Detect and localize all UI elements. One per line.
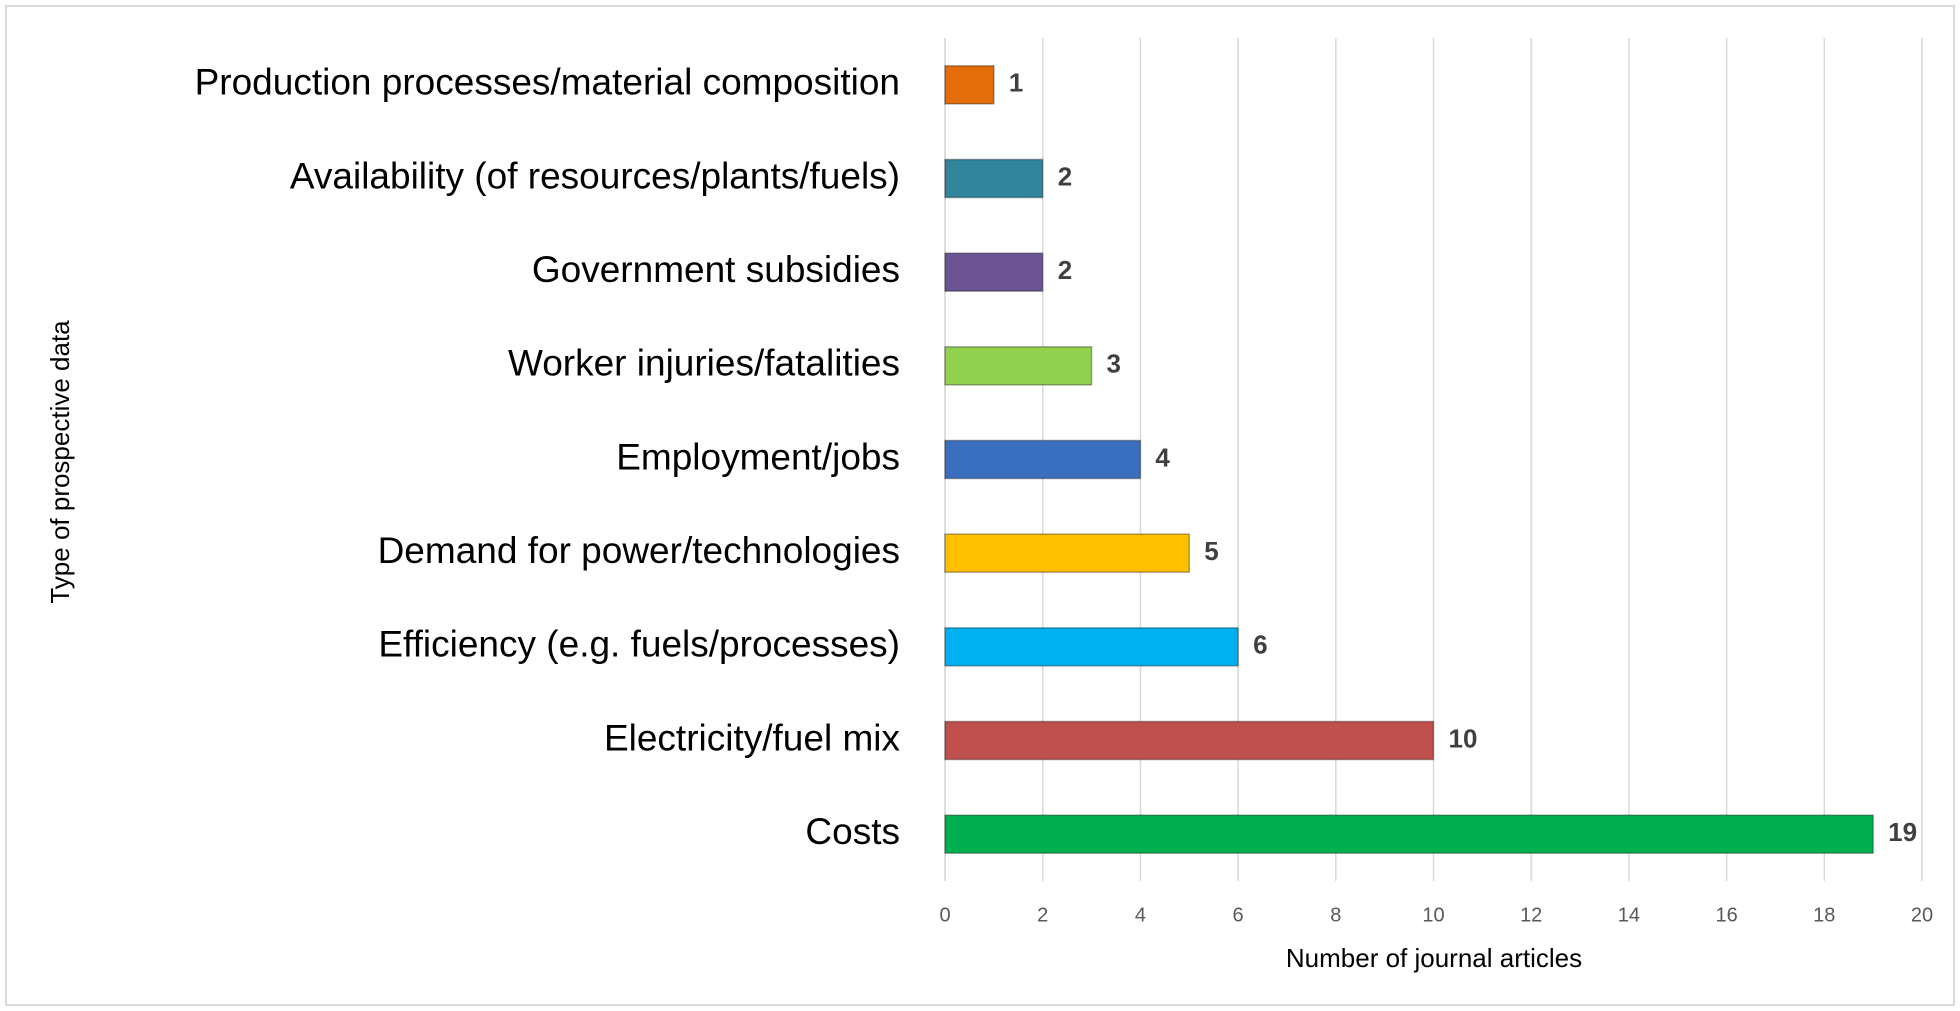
value-label: 2 [1058, 255, 1072, 285]
y-tick-label: Electricity/fuel mix [604, 717, 901, 758]
bar [944, 252, 1044, 292]
y-axis-label: Type of prospective data [45, 320, 75, 604]
x-tick-label: 8 [1330, 904, 1341, 926]
bar [944, 346, 1093, 386]
x-tick-label: 6 [1233, 904, 1244, 926]
x-axis-label: Number of journal articles [1286, 943, 1582, 973]
x-tick-label: 0 [939, 904, 950, 926]
x-tick-label: 12 [1520, 904, 1542, 926]
bar [944, 720, 1435, 761]
value-label: 10 [1449, 723, 1478, 753]
x-tick-label: 16 [1715, 904, 1737, 926]
y-tick-label: Demand for power/technologies [378, 530, 900, 571]
value-label: 1 [1009, 68, 1023, 98]
bar [944, 439, 1142, 480]
value-label: 4 [1155, 442, 1170, 472]
x-tick-label: 14 [1618, 904, 1640, 926]
x-tick-label: 18 [1813, 904, 1835, 926]
x-tick-label: 10 [1422, 904, 1444, 926]
bar [944, 814, 1874, 854]
bar [944, 627, 1239, 667]
value-label: 2 [1058, 161, 1072, 191]
y-tick-label: Production processes/material compositio… [195, 62, 900, 103]
x-tick-label: 20 [1911, 904, 1933, 926]
bar [944, 533, 1190, 573]
y-tick-label: Worker injuries/fatalities [508, 343, 900, 384]
value-label: 19 [1888, 817, 1917, 847]
x-tick-label: 2 [1037, 904, 1048, 926]
value-label: 3 [1107, 349, 1121, 379]
y-tick-label: Efficiency (e.g. fuels/processes) [378, 624, 900, 665]
y-tick-label: Government subsidies [532, 249, 900, 290]
y-tick-label: Costs [805, 811, 900, 852]
x-tick-label: 4 [1135, 904, 1146, 926]
bar [944, 65, 995, 105]
y-tick-label: Availability (of resources/plants/fuels) [290, 155, 900, 196]
value-label: 6 [1253, 630, 1267, 660]
y-tick-label: Employment/jobs [616, 436, 900, 477]
bar [944, 158, 1044, 199]
value-label: 5 [1204, 536, 1218, 566]
